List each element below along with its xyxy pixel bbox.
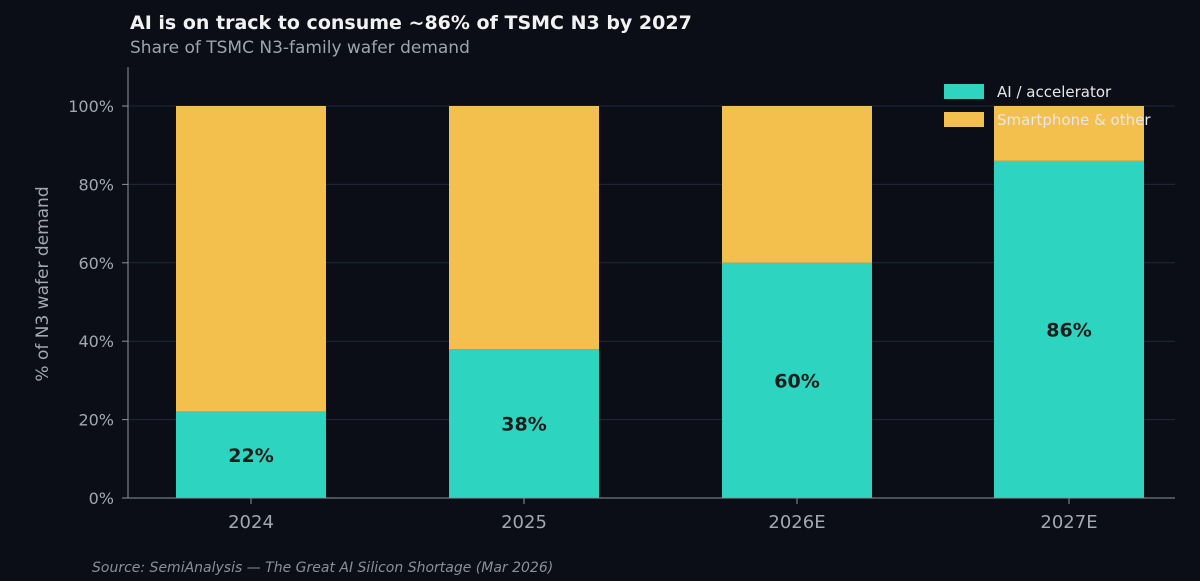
y-tick-label: 0% — [89, 489, 114, 508]
bar-smartphone-other — [722, 106, 872, 263]
x-tick-label: 2026E — [768, 512, 825, 533]
bar-ai-accelerator — [449, 349, 599, 498]
y-tick-label: 20% — [78, 411, 114, 430]
data-label: 86% — [1046, 319, 1091, 341]
bar-smartphone-other — [994, 106, 1144, 161]
y-tick-label: 100% — [68, 97, 114, 116]
x-tick-label: 2024 — [228, 512, 274, 533]
data-label: 22% — [228, 445, 273, 467]
y-tick-label: 40% — [78, 332, 114, 351]
data-label: 60% — [774, 370, 819, 392]
chart-title: AI is on track to consume ~86% of TSMC N… — [130, 12, 692, 34]
axis-ticks: 0% 20% 40% 60% 80% 100% 2024 2025 2026E 2027E — [68, 97, 1097, 533]
bar-ai-accelerator — [994, 160, 1144, 498]
y-tick-label: 80% — [78, 175, 114, 194]
bars: 22% 38% 60% 86% — [176, 106, 1144, 498]
source-note: Source: SemiAnalysis — The Great AI Sili… — [92, 560, 553, 576]
bar-ai-accelerator — [722, 262, 872, 498]
bar-smartphone-other — [176, 106, 326, 412]
y-tick-label: 60% — [78, 254, 114, 273]
bar-smartphone-other — [449, 106, 599, 350]
data-label: 38% — [501, 414, 546, 436]
legend: AI / accelerator Smartphone & other — [944, 83, 1151, 129]
y-axis-label: % of N3 wafer demand — [33, 186, 53, 381]
bar-ai-accelerator — [176, 411, 326, 498]
x-tick-label: 2025 — [501, 512, 547, 533]
legend-label: Smartphone & other — [997, 111, 1151, 129]
x-tick-label: 2027E — [1040, 512, 1097, 533]
chart-subtitle: Share of TSMC N3-family wafer demand — [130, 38, 470, 58]
legend-swatch — [944, 112, 984, 127]
legend-swatch — [944, 84, 984, 99]
legend-label: AI / accelerator — [997, 83, 1112, 101]
